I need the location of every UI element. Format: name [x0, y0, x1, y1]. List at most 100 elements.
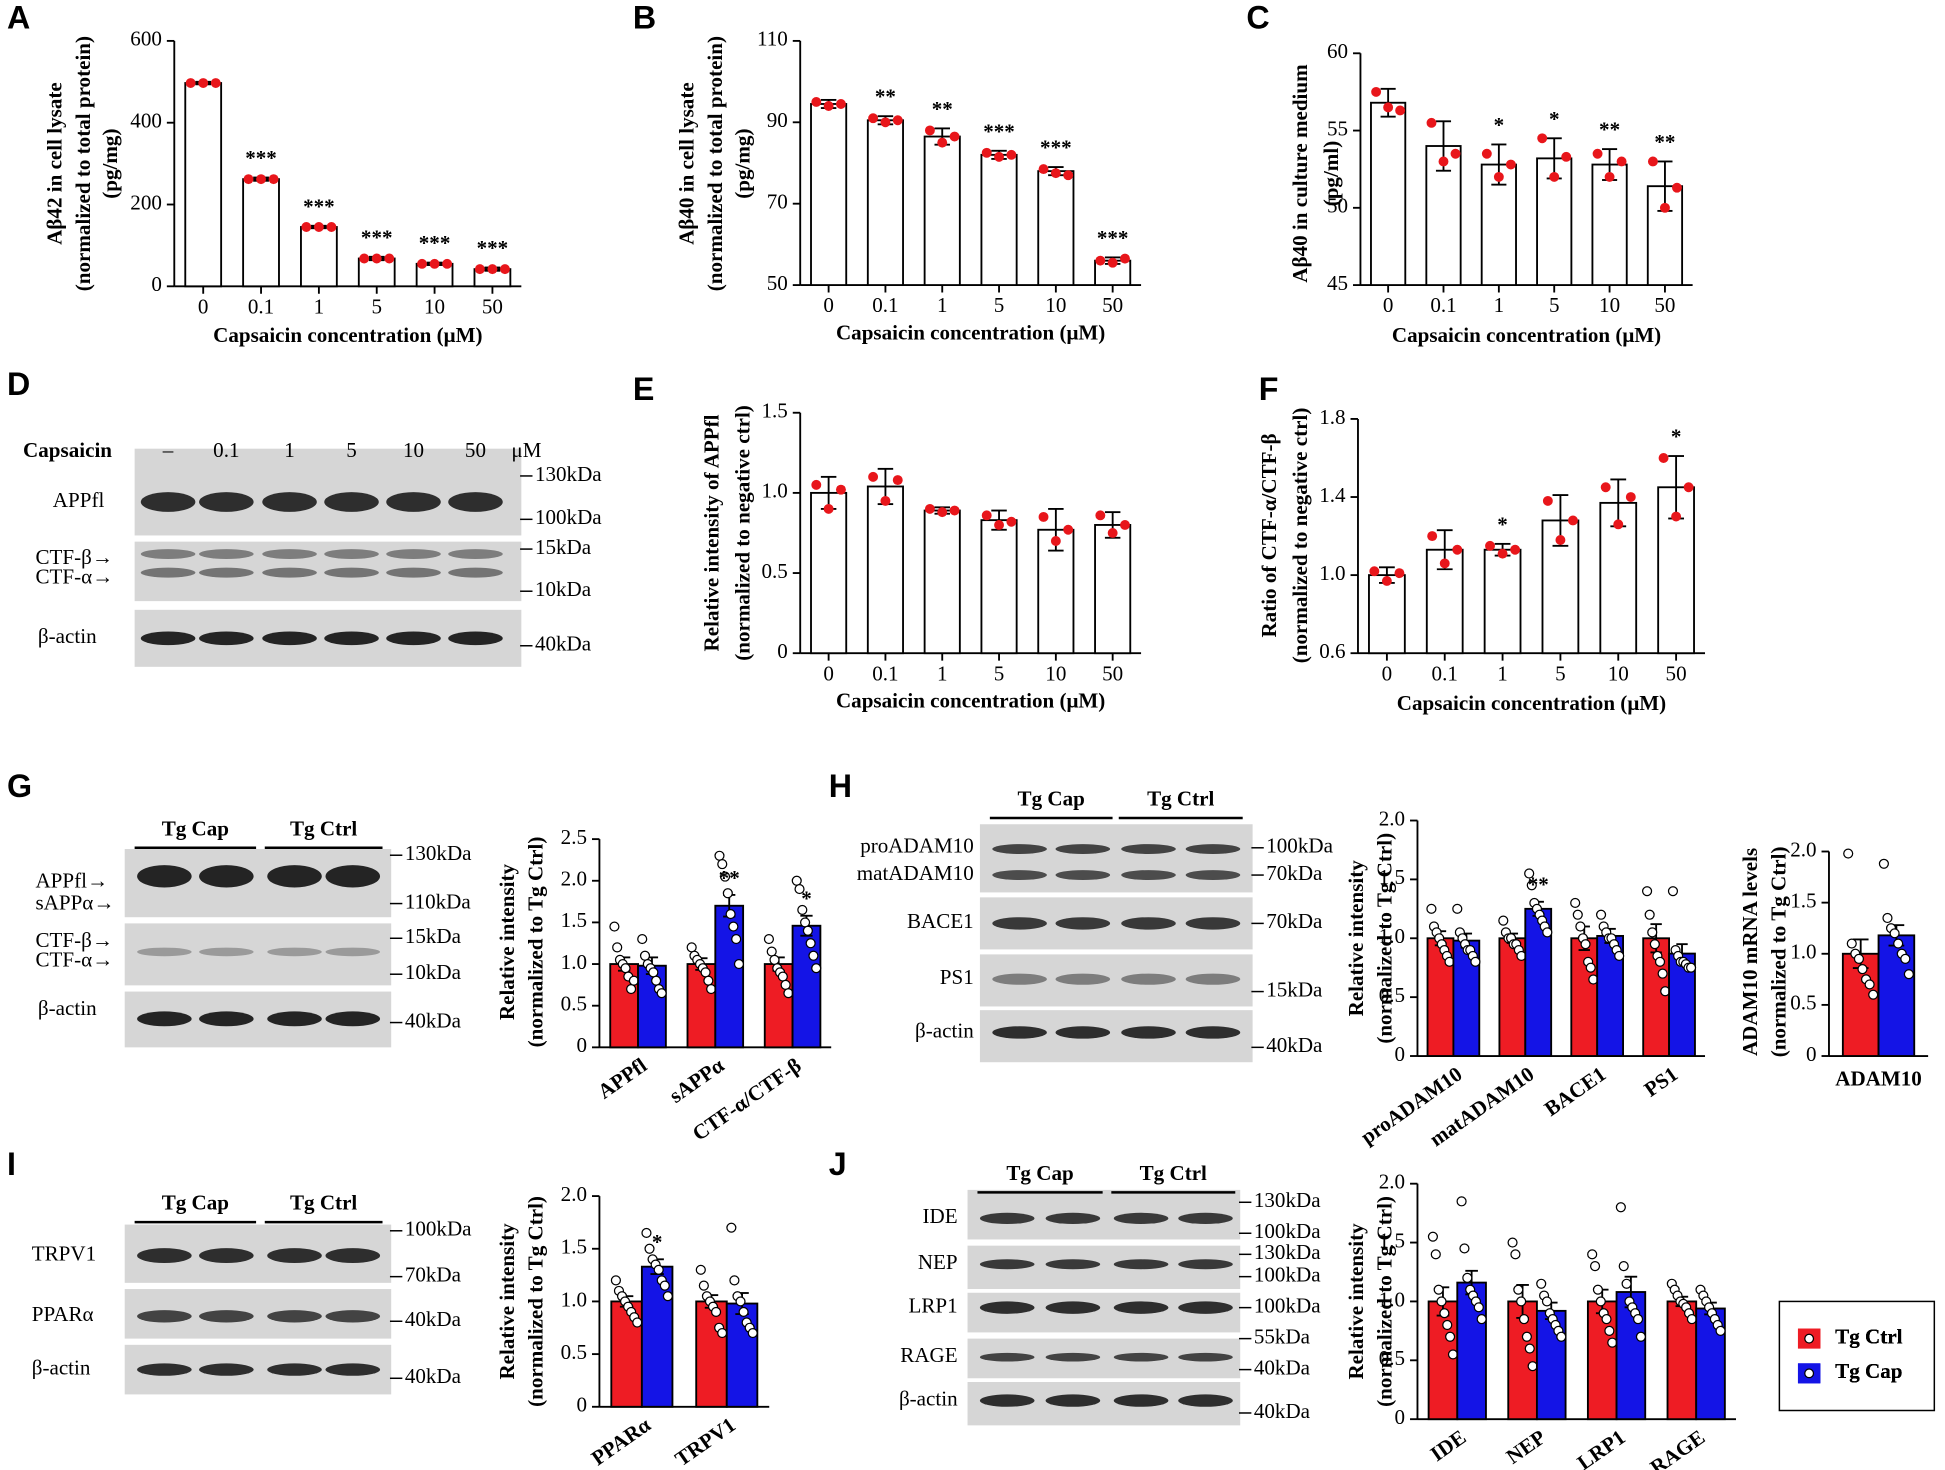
blot-band [1178, 1212, 1233, 1224]
significance: *** [477, 236, 509, 260]
data-point [1632, 1314, 1644, 1325]
legend-label: Tg Ctrl [1835, 1324, 1902, 1348]
x-tick-label: 5 [994, 293, 1005, 317]
y-tick-label: 45 [1327, 271, 1348, 295]
blot-band [1055, 1026, 1111, 1039]
x-tick-label: 1 [937, 661, 948, 685]
x-tick-label: 50 [1654, 293, 1675, 317]
y-axis-label: (normalized to Tg Ctrl) [523, 1196, 547, 1407]
marker-label: 130kDa [1254, 1188, 1321, 1212]
data-point [1527, 1361, 1538, 1372]
y-tick-label: 1.0 [561, 950, 587, 974]
x-tick-label: 50 [1666, 661, 1687, 685]
data-point [1513, 1284, 1524, 1295]
blot-strip [979, 824, 1253, 893]
group-label: Tg Ctrl [290, 816, 357, 840]
bar [866, 485, 904, 655]
data-point [384, 253, 395, 264]
data-point [1561, 151, 1572, 162]
x-tick-label: NEP [1502, 1425, 1550, 1469]
row-label: IDE [923, 1204, 958, 1228]
data-point [868, 113, 879, 124]
blot-band [199, 1310, 254, 1323]
data-point [769, 954, 780, 965]
data-point [1476, 1314, 1487, 1325]
blot-band [1055, 973, 1111, 985]
y-tick-label: 0 [151, 272, 162, 296]
data-point [729, 1275, 740, 1286]
data-point [1430, 1249, 1441, 1260]
data-point [703, 975, 714, 986]
blot-band [979, 1259, 1035, 1270]
y-axis-label: Aβ40 in cell lysate [674, 82, 698, 245]
data-point [1613, 519, 1624, 530]
data-point [1524, 1343, 1535, 1354]
data-point [1607, 1337, 1618, 1348]
panel-letter: A [7, 0, 30, 35]
bar [242, 178, 280, 288]
row-label: CTF-β→ [35, 545, 112, 569]
x-tick-label: IDE [1426, 1425, 1470, 1466]
blot-band [1178, 1352, 1233, 1362]
blot-band [1121, 973, 1176, 985]
data-point [359, 253, 370, 264]
legend-marker [1804, 1333, 1815, 1344]
data-point [1658, 453, 1669, 463]
data-point [698, 1280, 709, 1291]
blot-band [1121, 917, 1176, 930]
y-tick-label: 1.5 [1379, 1228, 1405, 1252]
x-tick-label: 5 [1549, 293, 1560, 317]
data-point [1592, 148, 1603, 159]
data-point [1641, 886, 1653, 897]
blot-band [325, 865, 381, 888]
data-point [1600, 482, 1611, 493]
legend-box [1778, 1300, 1936, 1412]
legend-label: Tg Ctrl [1835, 1324, 1902, 1348]
data-point [1452, 903, 1463, 914]
x-tick-label: 10 [1608, 661, 1629, 685]
marker-label: 100kDa [1254, 1262, 1321, 1286]
data-point [301, 222, 312, 232]
data-point [695, 1264, 706, 1275]
data-point [1510, 1249, 1521, 1260]
marker-label: 15kDa [405, 924, 462, 948]
row-label: β-actin [32, 1355, 91, 1379]
data-point [1585, 962, 1596, 973]
marker-label: 55kDa [1254, 1324, 1311, 1348]
blot-band [325, 1363, 381, 1376]
data-point [1095, 510, 1106, 521]
bar [725, 1302, 759, 1408]
data-point [1542, 495, 1553, 506]
blot-band [1055, 844, 1111, 854]
data-point [686, 942, 697, 953]
blot-band [140, 631, 196, 646]
panel-letter: C [1246, 0, 1269, 35]
bar [1370, 101, 1407, 287]
row-label: CTF-α→ [35, 948, 113, 972]
data-point [797, 904, 808, 915]
data-point [811, 96, 822, 107]
y-tick-label: 2.0 [561, 1182, 587, 1206]
marker-label: 40kDa [405, 1307, 462, 1331]
x-tick-label: TRPV1 [670, 1413, 739, 1470]
significance: *** [983, 119, 1015, 143]
blot-band [137, 947, 192, 957]
data-point [1541, 1296, 1553, 1307]
data-point [1063, 524, 1074, 535]
marker-label: 100kDa [1254, 1293, 1321, 1317]
blot-band [267, 1011, 322, 1027]
data-point [1497, 548, 1508, 559]
blot-band [448, 567, 503, 578]
bar [184, 82, 223, 288]
y-tick-label: 1.0 [1790, 940, 1816, 964]
y-tick-label: 0 [1806, 1042, 1817, 1066]
significance: ** [1654, 130, 1675, 154]
data-point [1427, 531, 1438, 542]
blot-band [1045, 1259, 1101, 1270]
x-tick-label: 1 [1494, 293, 1505, 317]
data-point [500, 264, 510, 275]
x-tick-label: 1 [1497, 661, 1508, 685]
data-point [1518, 1314, 1530, 1325]
blot-band [262, 492, 317, 512]
data-point [610, 1275, 621, 1286]
